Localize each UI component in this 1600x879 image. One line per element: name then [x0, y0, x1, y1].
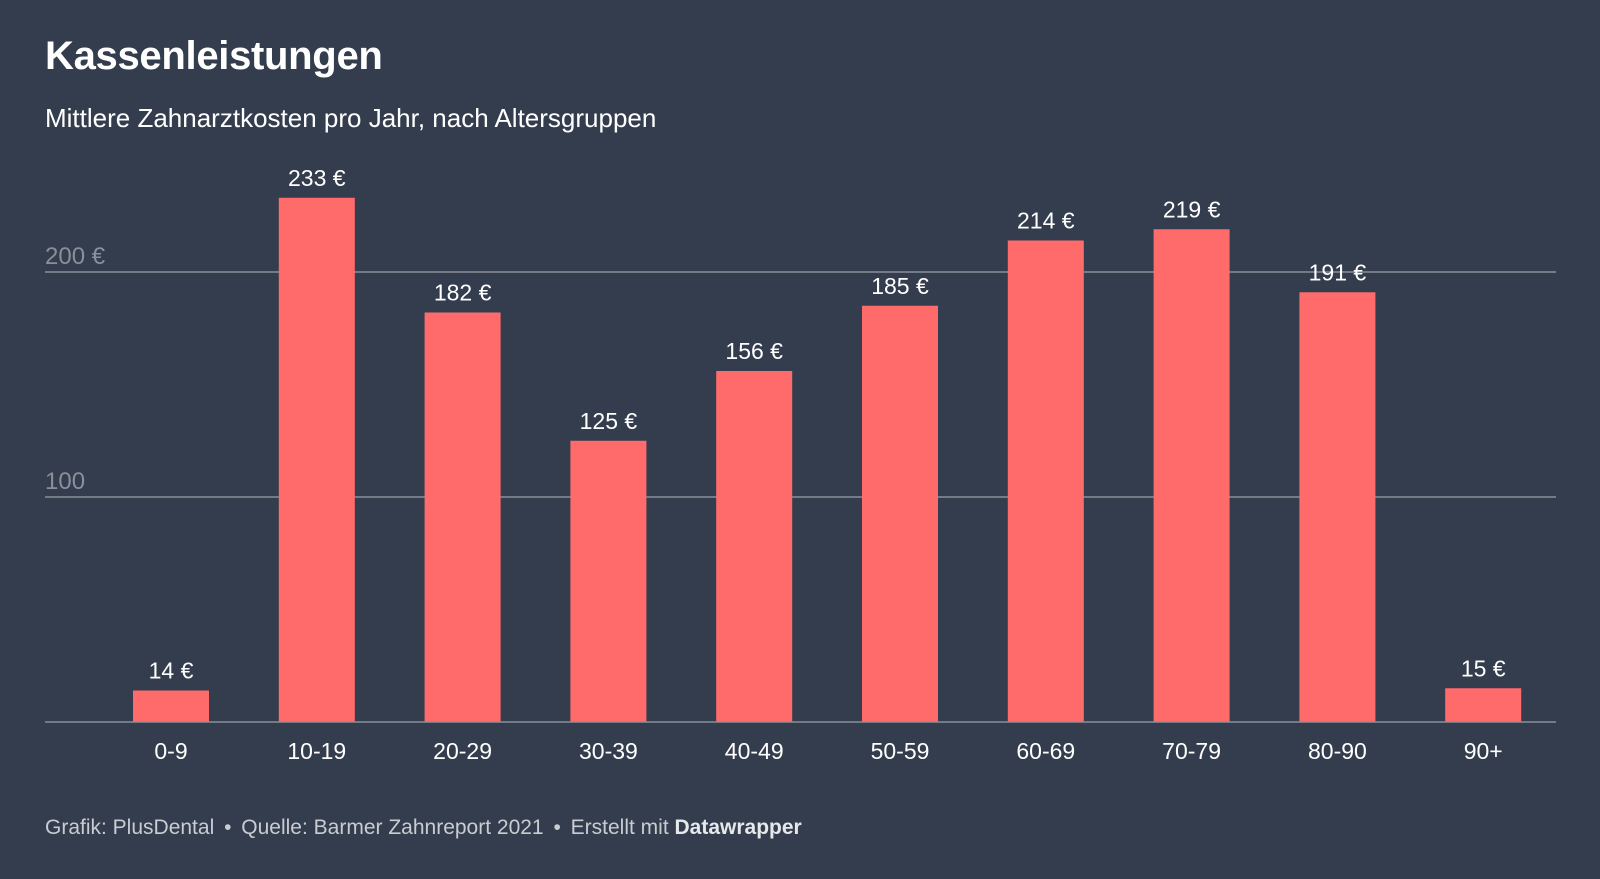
footer-quelle: Quelle: Barmer Zahnreport 2021	[241, 816, 544, 839]
data-label-0-9: 14 €	[149, 658, 194, 684]
chart-footer: Grafik: PlusDental • Quelle: Barmer Zahn…	[45, 816, 802, 840]
bar-60-69	[1007, 240, 1084, 722]
footer-grafik: Grafik: PlusDental	[45, 816, 215, 839]
x-tick-label-80-90: 80-90	[1308, 738, 1367, 764]
bar-10-19	[278, 197, 355, 722]
data-label-90+: 15 €	[1461, 655, 1506, 681]
x-tick-label-90+: 90+	[1464, 738, 1503, 764]
footer-erstellt: Erstellt mit	[570, 816, 669, 839]
y-tick-label-200: 200 €	[45, 243, 106, 270]
chart-subtitle: Mittlere Zahnarztkosten pro Jahr, nach A…	[45, 103, 657, 133]
data-label-10-19: 233 €	[288, 165, 346, 191]
data-label-50-59: 185 €	[871, 273, 929, 299]
bar-80-90	[1299, 292, 1376, 722]
footer-separator-2: •	[553, 816, 561, 839]
footer-tool-link[interactable]: Datawrapper	[674, 816, 802, 839]
data-label-40-49: 156 €	[725, 338, 783, 364]
x-tick-label-40-49: 40-49	[725, 738, 784, 764]
bar-30-39	[570, 440, 647, 722]
y-tick-label-100: 100	[45, 468, 85, 495]
bar-40-49	[716, 371, 793, 722]
data-label-30-39: 125 €	[580, 408, 638, 434]
bar-chart: 100 200 € 14 € 0-9 233 € 10-19 182 € 20-29 125 €…	[45, 165, 1556, 764]
x-tick-label-60-69: 60-69	[1016, 738, 1075, 764]
data-label-60-69: 214 €	[1017, 208, 1075, 234]
x-tick-label-70-79: 70-79	[1162, 738, 1221, 764]
x-tick-label-0-9: 0-9	[154, 738, 187, 764]
x-tick-label-30-39: 30-39	[579, 738, 638, 764]
data-label-80-90: 191 €	[1309, 259, 1367, 285]
bar-20-29	[424, 312, 501, 722]
x-tick-label-20-29: 20-29	[433, 738, 492, 764]
footer-separator-1: •	[224, 816, 232, 839]
bar-50-59	[862, 305, 938, 722]
bar-0-9	[133, 690, 209, 722]
x-tick-label-10-19: 10-19	[287, 738, 346, 764]
data-label-70-79: 219 €	[1163, 196, 1221, 222]
bar-90+	[1445, 688, 1522, 722]
data-label-20-29: 182 €	[434, 280, 492, 306]
x-tick-label-50-59: 50-59	[871, 738, 930, 764]
bar-70-79	[1153, 229, 1230, 722]
chart-title: Kassenleistungen	[45, 34, 383, 78]
